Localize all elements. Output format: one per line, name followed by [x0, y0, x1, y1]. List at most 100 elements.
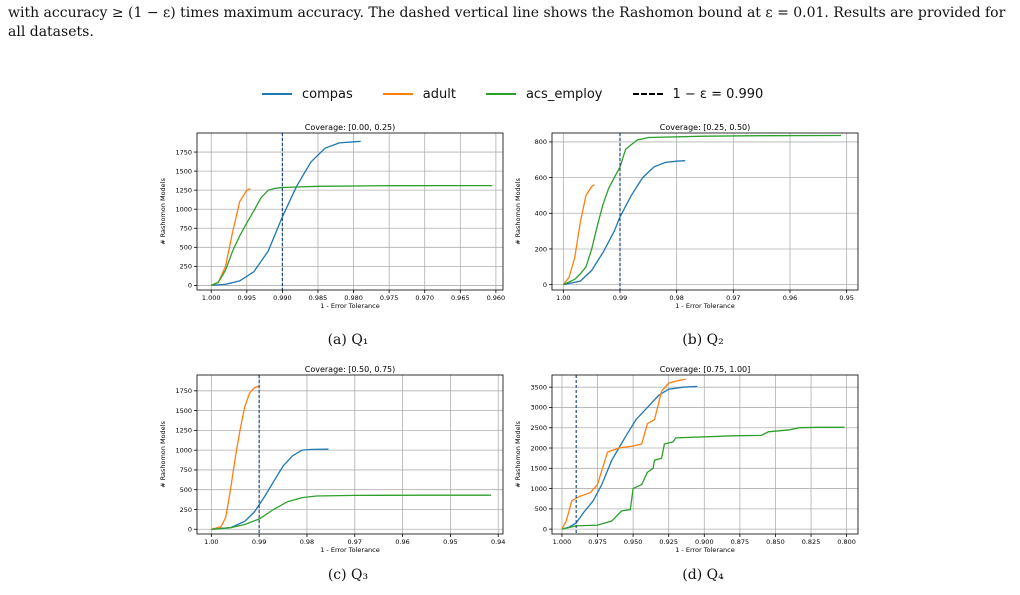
series-line-compas: [563, 160, 686, 286]
series-line-acs-employ: [211, 494, 491, 530]
chart-title: Coverage: [0.75, 1.00]: [660, 365, 751, 374]
x-axis-label: 1 - Error Tolerance: [675, 302, 735, 310]
chart-title: Coverage: [0.50, 0.75): [305, 365, 396, 374]
plot-frame: [551, 132, 859, 291]
y-tick-label: 1000: [175, 446, 192, 454]
y-tick-label: 600: [535, 174, 547, 182]
x-tick-label: 1.00: [204, 538, 218, 546]
y-axis-label: # Rashomon Models: [514, 178, 522, 245]
y-tick-label: 0: [543, 281, 547, 289]
y-axis-label: # Rashomon Models: [159, 178, 167, 245]
x-tick-label: 0.900: [695, 538, 714, 546]
x-tick-label: 0.99: [613, 294, 627, 302]
x-tick-label: 0.990: [273, 294, 292, 302]
x-tick-label: 0.975: [588, 538, 607, 546]
y-tick-label: 200: [535, 245, 547, 253]
subcaption-a: (a) Q₁: [327, 332, 369, 348]
subcaption-c: (c) Q₃: [327, 567, 369, 583]
x-tick-label: 0.98: [669, 294, 683, 302]
subcaption-d: (d) Q₄: [682, 567, 724, 583]
y-tick-label: 1750: [175, 148, 192, 156]
x-tick-label: 1.000: [553, 538, 572, 546]
x-tick-label: 0.97: [726, 294, 740, 302]
x-tick-label: 0.975: [380, 294, 399, 302]
series-line-adult: [211, 385, 260, 530]
chart-title: Coverage: [0.25, 0.50): [660, 123, 751, 132]
x-tick-label: 0.985: [309, 294, 328, 302]
x-tick-label: 0.970: [415, 294, 434, 302]
x-tick-label: 0.96: [783, 294, 797, 302]
legend-label-acs-employ: acs_employ: [525, 86, 603, 102]
y-tick-label: 1500: [175, 407, 192, 415]
legend-swatch-epsilon-bound: [632, 93, 663, 95]
y-tick-label: 1000: [530, 485, 547, 493]
chart-1: 1.000 0.995 0.990 0.985 0.980 0.975 0.970 0.965…: [159, 123, 505, 310]
y-tick-label: 500: [180, 486, 192, 494]
series-line-acs-employ: [563, 134, 842, 286]
y-tick-label: 750: [180, 225, 192, 233]
x-tick-label: 0.95: [839, 294, 853, 302]
series-line-adult: [562, 184, 595, 286]
plot-frame: [196, 374, 504, 535]
y-axis-label: # Rashomon Models: [159, 421, 167, 488]
legend-swatch-compas: [262, 93, 292, 95]
x-axis-label: 1 - Error Tolerance: [320, 302, 380, 310]
x-tick-label: 0.95: [443, 538, 457, 546]
y-tick-label: 3000: [530, 404, 547, 412]
y-tick-label: 0: [188, 526, 192, 534]
x-tick-label: 0.965: [451, 294, 470, 302]
x-tick-label: 0.800: [837, 538, 856, 546]
x-axis-label: 1 - Error Tolerance: [675, 546, 735, 554]
subcaption-b: (b) Q₂: [682, 332, 724, 348]
chart-4: 1.000 0.975 0.950 0.925 0.900 0.875 0.850 0.825…: [514, 365, 859, 554]
legend-label-epsilon-bound: 1 − ε = 0.990: [672, 86, 764, 102]
x-tick-label: 1.00: [556, 294, 570, 302]
x-tick-label: 0.850: [766, 538, 785, 546]
x-tick-label: 0.825: [802, 538, 821, 546]
x-tick-label: 0.950: [624, 538, 643, 546]
x-tick-label: 0.94: [491, 538, 505, 546]
plot-frame: [551, 374, 859, 535]
x-tick-label: 0.96: [395, 538, 409, 546]
series-line-acs-employ: [210, 184, 493, 286]
legend-label-adult: adult: [422, 86, 456, 102]
y-tick-label: 0: [188, 282, 192, 290]
x-tick-label: 0.980: [344, 294, 363, 302]
series-line-adult: [210, 188, 251, 286]
y-tick-label: 2500: [530, 424, 547, 432]
chart-2: 1.00 0.99 0.98 0.97 0.96 0.95 0 200 400 600 800 Cov…: [514, 123, 859, 310]
y-tick-label: 1750: [175, 387, 192, 395]
x-axis-label: 1 - Error Tolerance: [320, 546, 380, 554]
y-tick-label: 1000: [175, 206, 192, 214]
legend-item-adult: adult: [382, 86, 456, 102]
legend-item-acs-employ: acs_employ: [485, 86, 603, 102]
x-tick-label: 0.99: [252, 538, 266, 546]
x-tick-label: 0.875: [731, 538, 750, 546]
series-line-adult: [561, 378, 686, 530]
y-tick-label: 500: [535, 505, 547, 513]
y-tick-label: 0: [543, 525, 547, 533]
y-tick-label: 800: [535, 138, 547, 146]
y-tick-label: 3500: [530, 383, 547, 391]
figure-caption: with accuracy ≥ (1 − ε) times maximum ac…: [8, 5, 1006, 40]
y-tick-label: 2000: [530, 444, 547, 452]
y-tick-label: 250: [180, 506, 192, 514]
legend: compas adult acs_employ 1 − ε = 0.990: [262, 84, 793, 104]
legend-swatch-adult: [382, 93, 413, 95]
series-line-acs-employ: [561, 426, 845, 530]
series-line-compas: [211, 448, 329, 530]
y-axis-label: # Rashomon Models: [514, 421, 522, 488]
y-tick-label: 1250: [175, 186, 192, 194]
x-tick-label: 0.98: [300, 538, 314, 546]
plot-frame: [196, 132, 504, 291]
y-tick-label: 1500: [175, 167, 192, 175]
legend-label-compas: compas: [302, 86, 353, 102]
x-tick-label: 0.97: [348, 538, 362, 546]
legend-item-epsilon-bound: 1 − ε = 0.990: [632, 86, 764, 102]
x-tick-label: 0.995: [238, 294, 257, 302]
chart-3: 1.00 0.99 0.98 0.97 0.96 0.95 0.94 0 250 500 750 10…: [159, 365, 505, 554]
y-tick-label: 750: [180, 466, 192, 474]
x-tick-label: 1.000: [202, 294, 221, 302]
series-line-compas: [211, 140, 361, 287]
